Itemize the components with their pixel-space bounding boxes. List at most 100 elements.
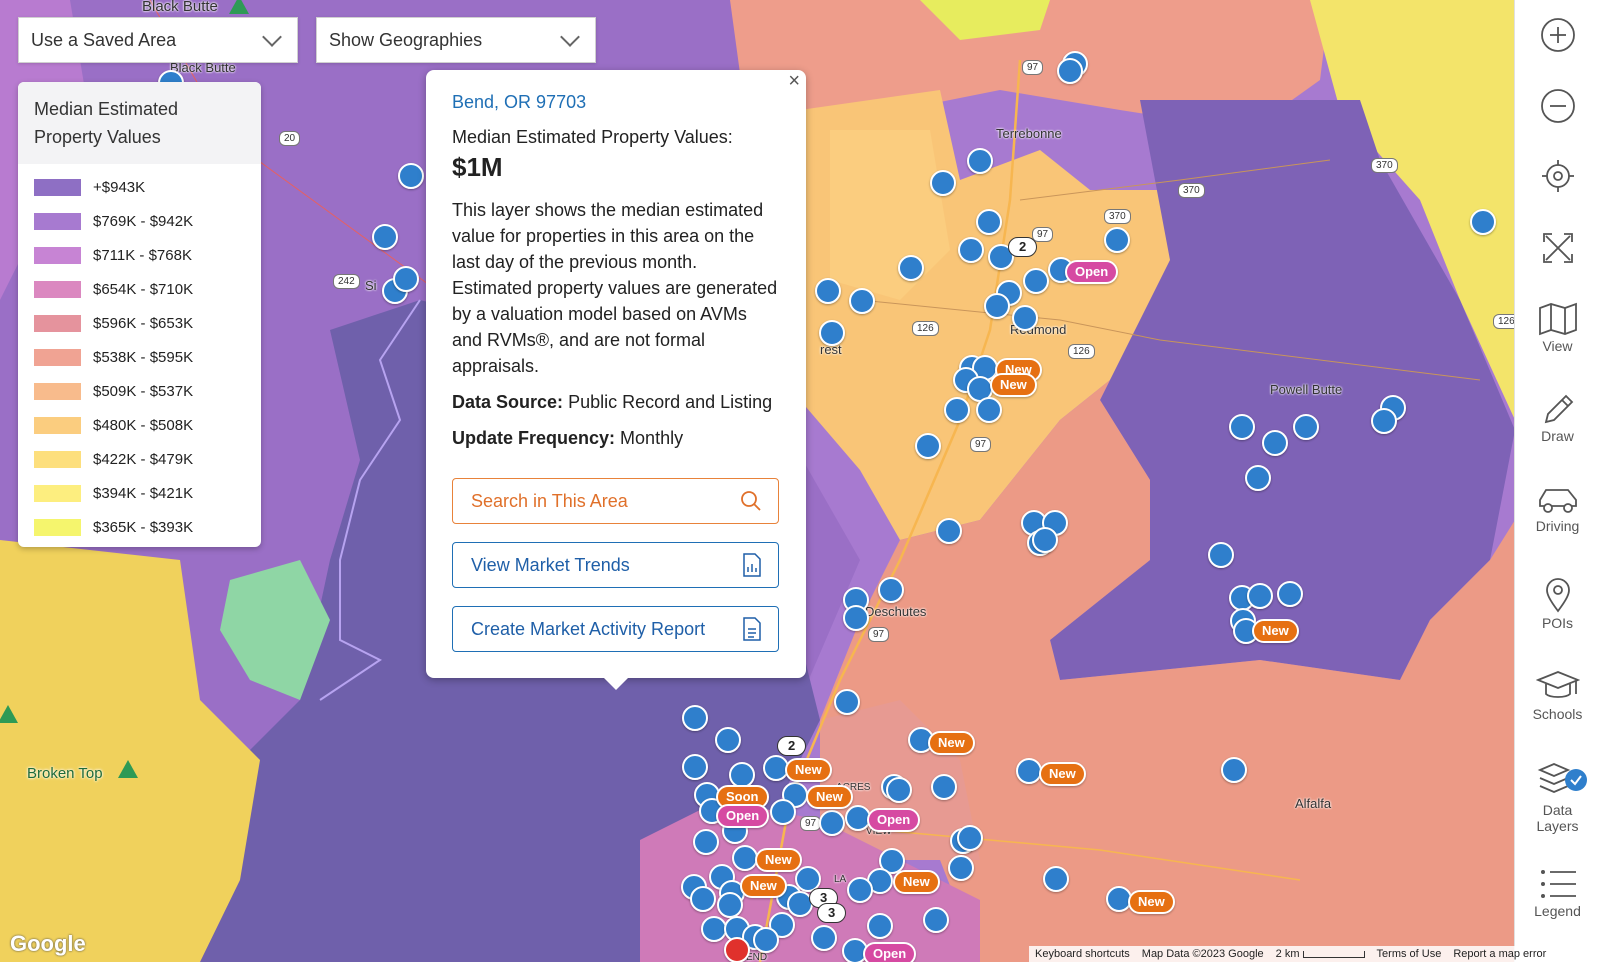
listing-marker[interactable] (819, 320, 845, 346)
listing-marker[interactable] (879, 848, 905, 874)
close-icon[interactable]: × (788, 70, 800, 92)
listing-marker[interactable] (815, 278, 841, 304)
cluster-marker[interactable]: 2 (1008, 237, 1038, 257)
listing-marker[interactable] (1229, 414, 1255, 440)
new-tag[interactable]: New (755, 848, 802, 872)
listing-marker[interactable] (729, 762, 755, 788)
geographies-select[interactable]: Show Geographies (316, 17, 596, 63)
listing-marker[interactable] (690, 886, 716, 912)
listing-marker[interactable] (1106, 886, 1132, 912)
pois-button[interactable]: POIs (1515, 577, 1600, 631)
listing-marker[interactable] (372, 224, 398, 250)
listing-marker[interactable] (845, 805, 871, 831)
new-tag[interactable]: New (928, 731, 975, 755)
driving-button[interactable]: Driving (1515, 484, 1600, 534)
listing-marker[interactable] (1208, 542, 1234, 568)
listing-marker[interactable] (682, 705, 708, 731)
view-button[interactable]: View (1515, 302, 1600, 354)
listing-marker[interactable] (843, 605, 869, 631)
listing-marker[interactable] (976, 397, 1002, 423)
listing-marker[interactable] (701, 916, 727, 942)
listing-marker[interactable] (763, 755, 789, 781)
listing-marker[interactable] (867, 913, 893, 939)
new-tag[interactable]: New (990, 373, 1037, 397)
new-tag[interactable]: New (740, 874, 787, 898)
listing-marker[interactable] (915, 433, 941, 459)
market-trends-button[interactable]: View Market Trends (452, 542, 779, 588)
listing-marker[interactable] (847, 877, 873, 903)
listing-marker[interactable] (1012, 305, 1038, 331)
cluster-marker[interactable]: 3 (817, 903, 847, 923)
open-tag[interactable]: Open (1065, 260, 1119, 284)
listing-marker[interactable] (957, 825, 983, 851)
new-tag[interactable]: New (893, 870, 940, 894)
listing-marker[interactable] (1470, 209, 1496, 235)
listing-marker[interactable] (1032, 527, 1058, 553)
listing-marker[interactable] (819, 810, 845, 836)
fullscreen-button[interactable] (1515, 230, 1600, 268)
listing-marker[interactable] (1245, 465, 1271, 491)
listing-marker[interactable] (724, 937, 750, 962)
schools-button[interactable]: Schools (1515, 668, 1600, 722)
listing-marker[interactable] (693, 829, 719, 855)
listing-marker[interactable] (931, 774, 957, 800)
listing-marker[interactable] (1233, 618, 1259, 644)
listing-marker[interactable] (967, 148, 993, 174)
open-tag[interactable]: Open (867, 808, 921, 832)
listing-marker[interactable] (984, 293, 1010, 319)
listing-marker[interactable] (958, 237, 984, 263)
cluster-marker[interactable]: 2 (777, 736, 807, 756)
listing-marker[interactable] (1262, 430, 1288, 456)
listing-marker[interactable] (1057, 58, 1083, 84)
data-layers-button[interactable]: Data Layers (1515, 760, 1600, 834)
open-tag[interactable]: Open (863, 942, 917, 962)
popup-location[interactable]: Bend, OR 97703 (452, 92, 587, 112)
terms-link[interactable]: Terms of Use (1376, 948, 1442, 960)
locate-button[interactable] (1515, 158, 1600, 196)
new-tag[interactable]: New (806, 785, 853, 809)
listing-marker[interactable] (849, 288, 875, 314)
listing-marker[interactable] (1371, 408, 1397, 434)
report-error-link[interactable]: Report a map error (1453, 948, 1547, 960)
listing-marker[interactable] (930, 170, 956, 196)
listing-marker[interactable] (878, 577, 904, 603)
listing-marker[interactable] (715, 727, 741, 753)
listing-marker[interactable] (1016, 758, 1042, 784)
listing-marker[interactable] (976, 209, 1002, 235)
new-tag[interactable]: New (1128, 890, 1175, 914)
zoom-in-button[interactable] (1515, 17, 1600, 55)
listing-marker[interactable] (393, 266, 419, 292)
new-tag[interactable]: New (785, 758, 832, 782)
listing-marker[interactable] (1293, 414, 1319, 440)
listing-marker[interactable] (1104, 227, 1130, 253)
search-area-button[interactable]: Search in This Area (452, 478, 779, 524)
legend-button[interactable]: Legend (1515, 867, 1600, 919)
listing-marker[interactable] (1043, 866, 1069, 892)
listing-marker[interactable] (1247, 583, 1273, 609)
listing-marker[interactable] (1277, 581, 1303, 607)
listing-marker[interactable] (1221, 757, 1247, 783)
listing-marker[interactable] (770, 799, 796, 825)
saved-area-select[interactable]: Use a Saved Area (18, 17, 298, 63)
listing-marker[interactable] (795, 866, 821, 892)
listing-marker[interactable] (811, 925, 837, 951)
market-report-button[interactable]: Create Market Activity Report (452, 606, 779, 652)
listing-marker[interactable] (944, 397, 970, 423)
listing-marker[interactable] (682, 754, 708, 780)
new-tag[interactable]: New (1252, 619, 1299, 643)
listing-marker[interactable] (923, 907, 949, 933)
listing-marker[interactable] (717, 892, 743, 918)
listing-marker[interactable] (898, 255, 924, 281)
listing-marker[interactable] (1023, 268, 1049, 294)
listing-marker[interactable] (936, 518, 962, 544)
open-tag[interactable]: Open (716, 804, 770, 828)
listing-marker[interactable] (948, 855, 974, 881)
new-tag[interactable]: New (1039, 762, 1086, 786)
listing-marker[interactable] (769, 912, 795, 938)
draw-button[interactable]: Draw (1515, 392, 1600, 444)
listing-marker[interactable] (834, 689, 860, 715)
listing-marker[interactable] (398, 163, 424, 189)
zoom-out-button[interactable] (1515, 88, 1600, 126)
keyboard-shortcuts-link[interactable]: Keyboard shortcuts (1035, 948, 1130, 960)
listing-marker[interactable] (753, 927, 779, 953)
